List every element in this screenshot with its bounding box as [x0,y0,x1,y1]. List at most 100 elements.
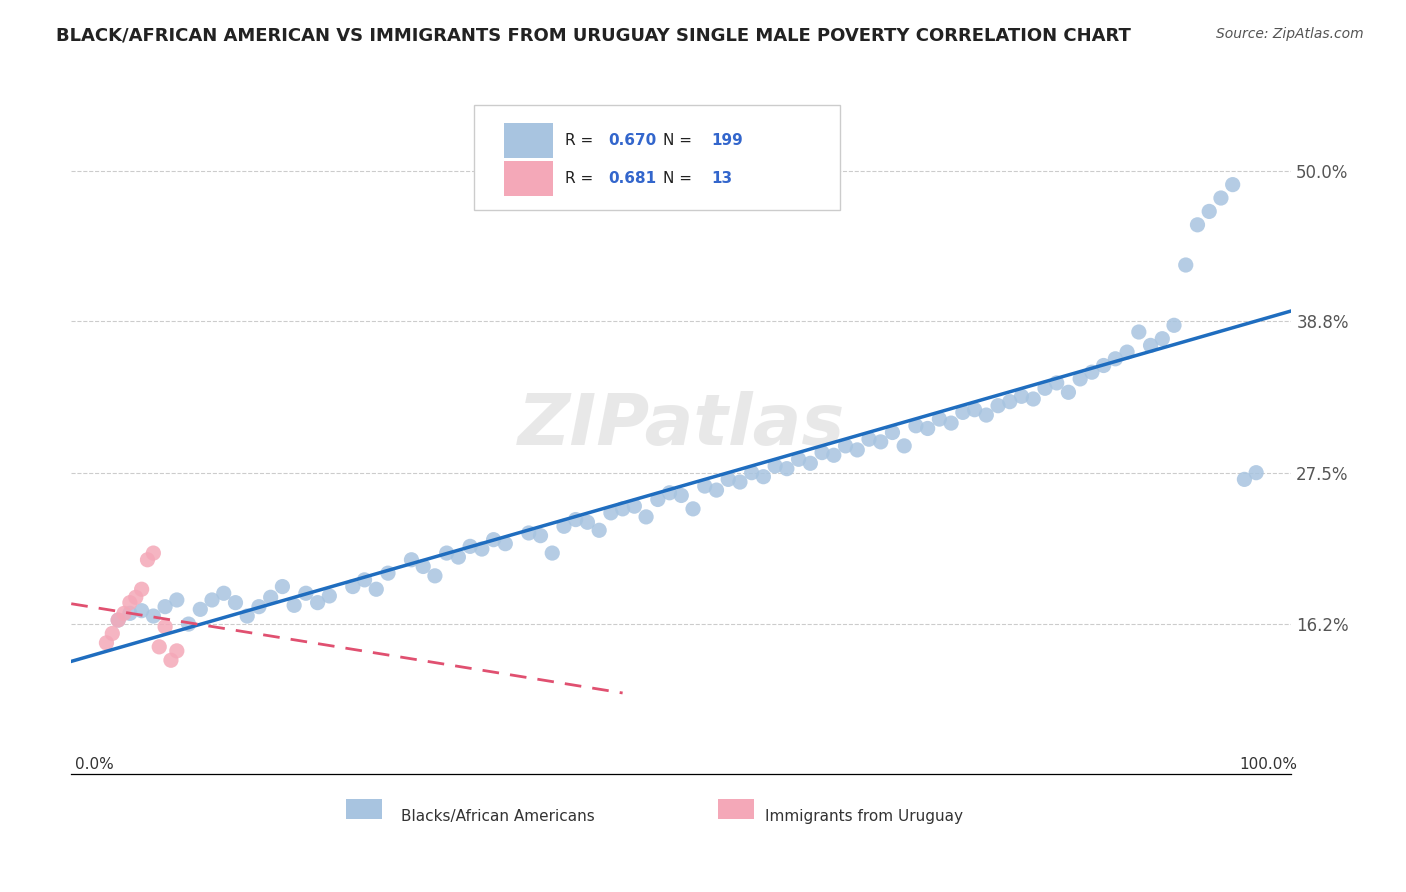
Point [1057,385,1080,400]
Point [166,593,188,607]
Text: Immigrants from Uruguay: Immigrants from Uruguay [765,809,963,824]
Point [658,485,681,500]
Point [998,394,1021,409]
Point [671,488,693,502]
Point [224,596,246,610]
Point [1022,392,1045,406]
Point [1011,389,1033,403]
Point [717,472,740,486]
Point [576,515,599,529]
Point [1081,365,1104,379]
Text: 0.681: 0.681 [607,171,657,186]
Point [447,550,470,565]
Text: BLACK/AFRICAN AMERICAN VS IMMIGRANTS FROM URUGUAY SINGLE MALE POVERTY CORRELATIO: BLACK/AFRICAN AMERICAN VS IMMIGRANTS FRO… [56,27,1130,45]
Point [458,540,481,554]
Point [811,445,834,459]
Point [517,526,540,541]
Point [904,418,927,433]
Text: 0.0%: 0.0% [76,756,114,772]
Point [1033,381,1056,395]
Point [553,519,575,533]
Point [752,469,775,483]
Point [1104,351,1126,366]
Point [1222,178,1244,192]
Point [142,546,165,560]
Point [125,591,148,605]
Point [101,626,124,640]
Bar [718,798,755,820]
Point [131,582,153,597]
Point [148,640,170,654]
Point [177,617,200,632]
Point [1139,338,1161,352]
Point [1233,472,1256,486]
Point [260,591,283,605]
Point [295,586,318,600]
Point [366,582,388,597]
Point [706,483,728,497]
Text: ZIPatlas: ZIPatlas [517,392,845,460]
Point [153,620,176,634]
Point [96,636,118,650]
Point [1244,466,1267,480]
Point [307,596,329,610]
Point [1116,345,1139,359]
Text: 13: 13 [711,171,733,186]
Point [963,402,986,417]
Text: R =: R = [565,133,599,148]
Point [846,442,869,457]
Point [741,466,763,480]
Point [834,439,856,453]
Point [893,439,915,453]
Point [188,602,211,616]
Point [1209,191,1232,205]
Point [588,523,610,537]
Point [342,580,364,594]
Point [1163,318,1185,333]
Point [271,580,294,594]
Point [153,599,176,614]
Point [928,412,950,426]
Point [599,506,621,520]
Point [1046,376,1069,390]
Point [1092,359,1115,373]
Text: N =: N = [664,171,697,186]
Point [1174,258,1197,272]
Bar [505,161,553,196]
Point [882,425,904,440]
Point [353,573,375,587]
FancyBboxPatch shape [474,105,839,210]
Point [823,448,845,462]
Point [412,559,434,574]
Point [377,566,399,581]
Point [423,569,446,583]
Point [952,405,974,419]
Point [529,529,551,543]
Point [118,596,141,610]
Point [636,509,658,524]
Point [1128,325,1150,339]
Point [131,604,153,618]
Point [107,613,129,627]
Point [987,399,1010,413]
Point [612,501,634,516]
Point [283,599,305,613]
Point [693,479,716,493]
Point [471,542,494,557]
Bar [346,798,382,820]
Bar [505,123,553,158]
Point [1198,204,1220,219]
Point [858,432,880,446]
Point [112,607,135,621]
Point [318,589,340,603]
Point [142,609,165,624]
Point [647,492,669,507]
Point [436,546,458,560]
Point [1069,372,1091,386]
Point [494,537,516,551]
Point [541,546,564,560]
Text: Blacks/African Americans: Blacks/African Americans [401,809,595,824]
Point [776,461,799,475]
Text: 0.670: 0.670 [607,133,657,148]
Point [482,533,505,547]
